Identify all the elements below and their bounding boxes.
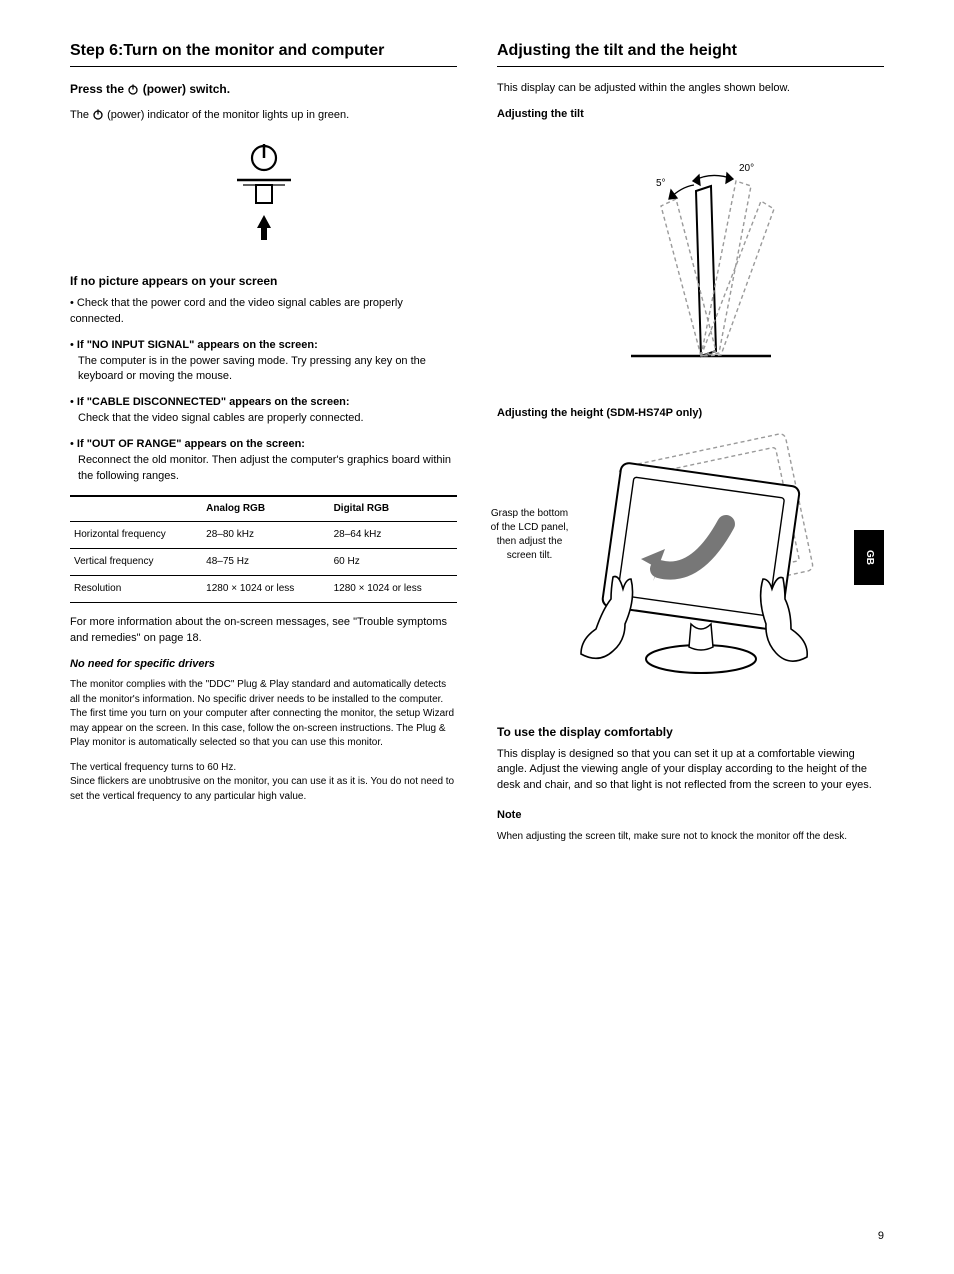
step-result: The (power) indicator of the monitor lig…	[70, 108, 457, 126]
note-label: Note	[497, 808, 884, 823]
power-icon	[92, 108, 104, 126]
right-intro: This display can be adjusted within the …	[497, 81, 884, 97]
th-digital: Digital RGB	[330, 496, 457, 522]
th-analog: Analog RGB	[202, 496, 329, 522]
footer-crossref: For more information about the on-screen…	[70, 615, 457, 647]
step-text-1: Press the	[70, 82, 127, 96]
no-picture-heading: If no picture appears on your screen	[70, 273, 457, 290]
tilt-heading: Adjusting the tilt	[497, 107, 884, 122]
comfort-heading: To use the display comfortably	[497, 724, 884, 741]
tilt-fwd-label: 5°	[656, 178, 666, 189]
step-text-2b: (power) indicator of the monitor lights …	[107, 109, 349, 121]
bullet-2: • If "NO INPUT SIGNAL" appears on the sc…	[70, 338, 457, 386]
table-row: Vertical frequency 48–75 Hz 60 Hz	[70, 549, 457, 576]
left-column: Step 6:Turn on the monitor and computer …	[70, 40, 457, 854]
bullet-1: • Check that the power cord and the vide…	[70, 296, 457, 328]
table-row: Horizontal frequency 28–80 kHz 28–64 kHz	[70, 522, 457, 549]
vfreq-note: The vertical frequency turns to 60 Hz. S…	[70, 761, 457, 805]
swivel-grasp-note: Grasp the bottom of the LCD panel, then …	[487, 507, 572, 563]
page-content: Step 6:Turn on the monitor and computer …	[0, 0, 954, 884]
tilt-figure: 5° 20°	[497, 131, 884, 376]
note-text: When adjusting the screen tilt, make sur…	[497, 830, 884, 845]
swivel-heading: Adjusting the height (SDM-HS74P only)	[497, 406, 884, 421]
nodrivers-title: No need for specific drivers	[70, 657, 457, 672]
power-switch-diagram	[70, 140, 457, 255]
spec-table: Analog RGB Digital RGB Horizontal freque…	[70, 495, 457, 603]
page-number: 9	[878, 1229, 884, 1244]
step-instruction: Press the (power) switch.	[70, 81, 457, 100]
bullet-3: • If "CABLE DISCONNECTED" appears on the…	[70, 395, 457, 427]
step-text-1b: (power) switch.	[143, 82, 230, 96]
language-tab: GB	[854, 530, 884, 585]
right-column: Adjusting the tilt and the height This d…	[497, 40, 884, 854]
right-section-title: Adjusting the tilt and the height	[497, 40, 884, 67]
table-row: Resolution 1280 × 1024 or less 1280 × 10…	[70, 576, 457, 603]
tilt-back-label: 20°	[739, 163, 754, 174]
bullet-4: • If "OUT OF RANGE" appears on the scree…	[70, 437, 457, 485]
nodrivers-text: The monitor complies with the "DDC" Plug…	[70, 678, 457, 751]
comfort-text: This display is designed so that you can…	[497, 747, 884, 795]
step-text-2: The	[70, 109, 92, 121]
th-blank	[70, 496, 202, 522]
swivel-figure: Grasp the bottom of the LCD panel, then …	[497, 429, 884, 704]
left-section-title: Step 6:Turn on the monitor and computer	[70, 40, 457, 67]
power-icon	[127, 83, 139, 100]
